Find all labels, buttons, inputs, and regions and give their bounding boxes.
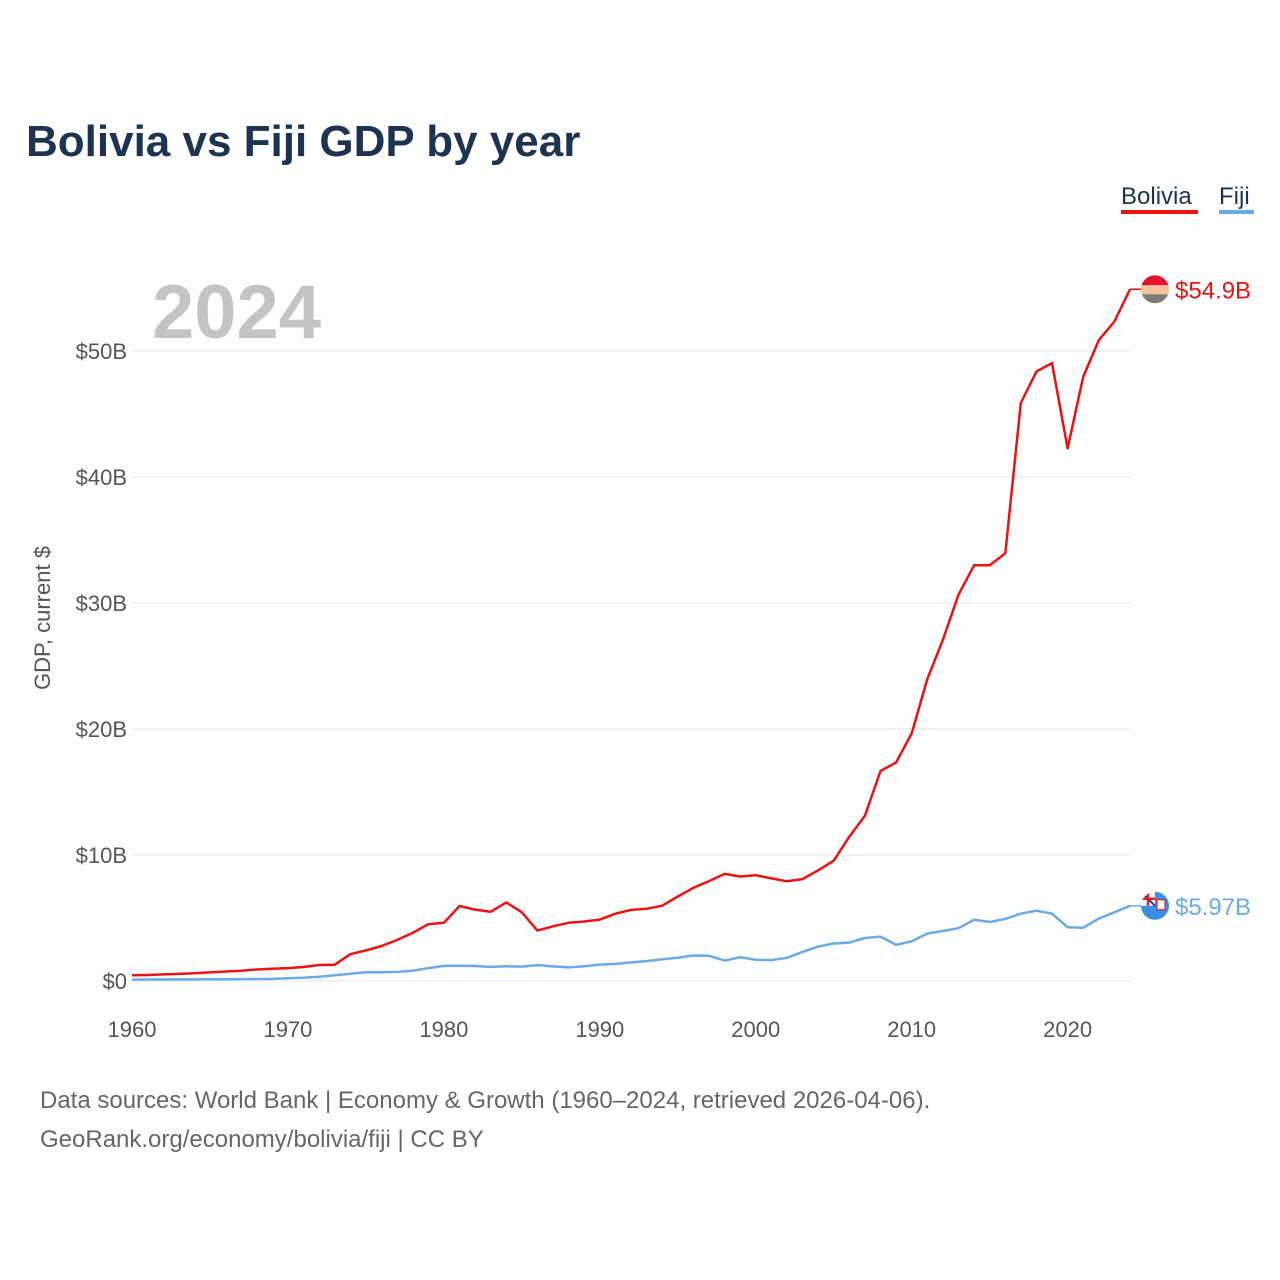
legend-swatch-fiji (1219, 210, 1254, 214)
source-line-1: Data sources: World Bank | Economy & Gro… (40, 1087, 930, 1114)
legend-label-fiji[interactable]: Fiji (1219, 183, 1250, 210)
source-line-2[interactable]: GeoRank.org/economy/bolivia/fiji | CC BY (40, 1126, 484, 1153)
end-markers: $54.9B $5.97B (1130, 275, 1251, 921)
chart-title: Bolivia vs Fiji GDP by year (26, 117, 580, 166)
legend: Bolivia Fiji (1121, 183, 1254, 214)
legend-item-bolivia[interactable]: Bolivia (1121, 183, 1198, 214)
x-tick-label: 1960 (108, 1017, 157, 1042)
series (131, 288, 1132, 981)
x-tick-label: 2020 (1043, 1017, 1092, 1042)
legend-item-fiji[interactable]: Fiji (1219, 183, 1254, 214)
year-watermark: 2024 (152, 270, 321, 355)
x-tick-label: 1970 (263, 1017, 312, 1042)
y-axis-ticks: $0 $10B $20B $30B $40B $50B (76, 339, 127, 994)
x-axis-ticks: 1960 1970 1980 1990 2000 2010 2020 (108, 1017, 1093, 1042)
end-label-fiji: $5.97B (1175, 894, 1251, 921)
series-line-bolivia[interactable] (131, 288, 1132, 977)
x-tick-label: 1980 (419, 1017, 468, 1042)
y-tick-label: $40B (76, 465, 127, 490)
y-tick-label: $50B (76, 339, 127, 364)
x-tick-label: 2010 (887, 1017, 936, 1042)
bolivia-flag-icon (1141, 275, 1169, 304)
legend-swatch-bolivia (1121, 210, 1198, 214)
x-tick-label: 2000 (731, 1017, 780, 1042)
y-tick-label: $30B (76, 591, 127, 616)
y-tick-label: $0 (103, 969, 127, 994)
grid (132, 350, 1130, 982)
series-line-fiji[interactable] (131, 904, 1131, 981)
y-tick-label: $10B (76, 843, 127, 868)
x-tick-label: 1990 (575, 1017, 624, 1042)
end-label-bolivia: $54.9B (1175, 277, 1251, 304)
fiji-flag-icon (1141, 891, 1169, 920)
y-axis-title: GDP, current $ (30, 546, 55, 690)
y-tick-label: $20B (76, 717, 127, 742)
legend-label-bolivia[interactable]: Bolivia (1121, 183, 1192, 210)
